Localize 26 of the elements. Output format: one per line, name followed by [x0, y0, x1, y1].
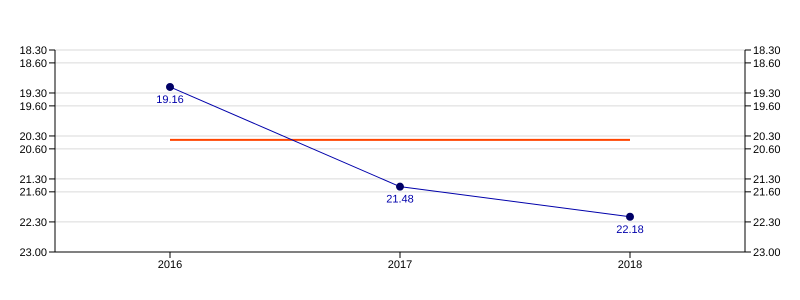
- data-label: 19.16: [156, 94, 184, 106]
- y-tick-label: 19.60: [19, 100, 47, 113]
- data-label: 22.18: [616, 224, 644, 236]
- y-tick-label: 20.60: [19, 144, 47, 156]
- y2-tick-label: 18.60: [753, 58, 781, 70]
- x-tick-label: 2017: [388, 258, 412, 271]
- y2-tick-label: 23.00: [753, 246, 781, 259]
- y-tick-label: 19.30: [19, 88, 47, 100]
- y2-tick-label: 21.30: [753, 174, 781, 186]
- y2-tick-label: 18.30: [753, 44, 781, 57]
- y2-tick-label: 19.60: [753, 100, 781, 113]
- y2-tick-label: 22.30: [753, 216, 781, 229]
- y-tick-label: 18.30: [19, 44, 47, 57]
- y-tick-label: 20.30: [19, 130, 47, 143]
- y2-tick-label: 20.60: [753, 144, 781, 156]
- y2-tick-label: 19.30: [753, 88, 781, 100]
- y-tick-label: 23.00: [19, 246, 47, 259]
- x-tick-label: 2016: [158, 258, 182, 271]
- y-tick-label: 18.60: [19, 58, 47, 70]
- y2-tick-label: 20.30: [753, 130, 781, 143]
- y-tick-label: 21.30: [19, 174, 47, 186]
- x-tick-label: 2018: [618, 258, 642, 271]
- data-label: 21.48: [386, 194, 414, 206]
- y-tick-label: 21.60: [19, 186, 47, 199]
- y2-tick-label: 21.60: [753, 186, 781, 199]
- y-tick-label: 22.30: [19, 216, 47, 229]
